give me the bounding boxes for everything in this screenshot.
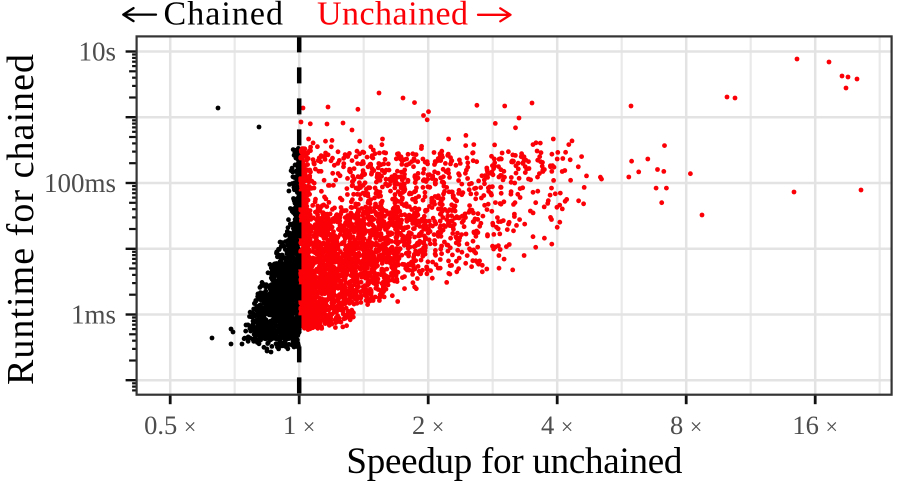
svg-text:1 ×: 1 × xyxy=(283,410,315,440)
svg-text:2 ×: 2 × xyxy=(412,410,444,440)
svg-text:16 ×: 16 × xyxy=(792,410,838,440)
svg-text:8 ×: 8 × xyxy=(670,410,702,440)
svg-text:1ms: 1ms xyxy=(71,299,116,329)
svg-text:0.5 ×: 0.5 × xyxy=(144,410,196,440)
svg-text:10s: 10s xyxy=(78,36,116,66)
svg-text:Unchained: Unchained xyxy=(317,0,468,33)
svg-text:Speedup for unchained: Speedup for unchained xyxy=(346,441,683,482)
svg-text:4 ×: 4 × xyxy=(541,410,573,440)
svg-text:100ms: 100ms xyxy=(44,168,116,198)
svg-text:Runtime for chained: Runtime for chained xyxy=(0,54,42,385)
svg-text:Chained: Chained xyxy=(164,0,284,33)
